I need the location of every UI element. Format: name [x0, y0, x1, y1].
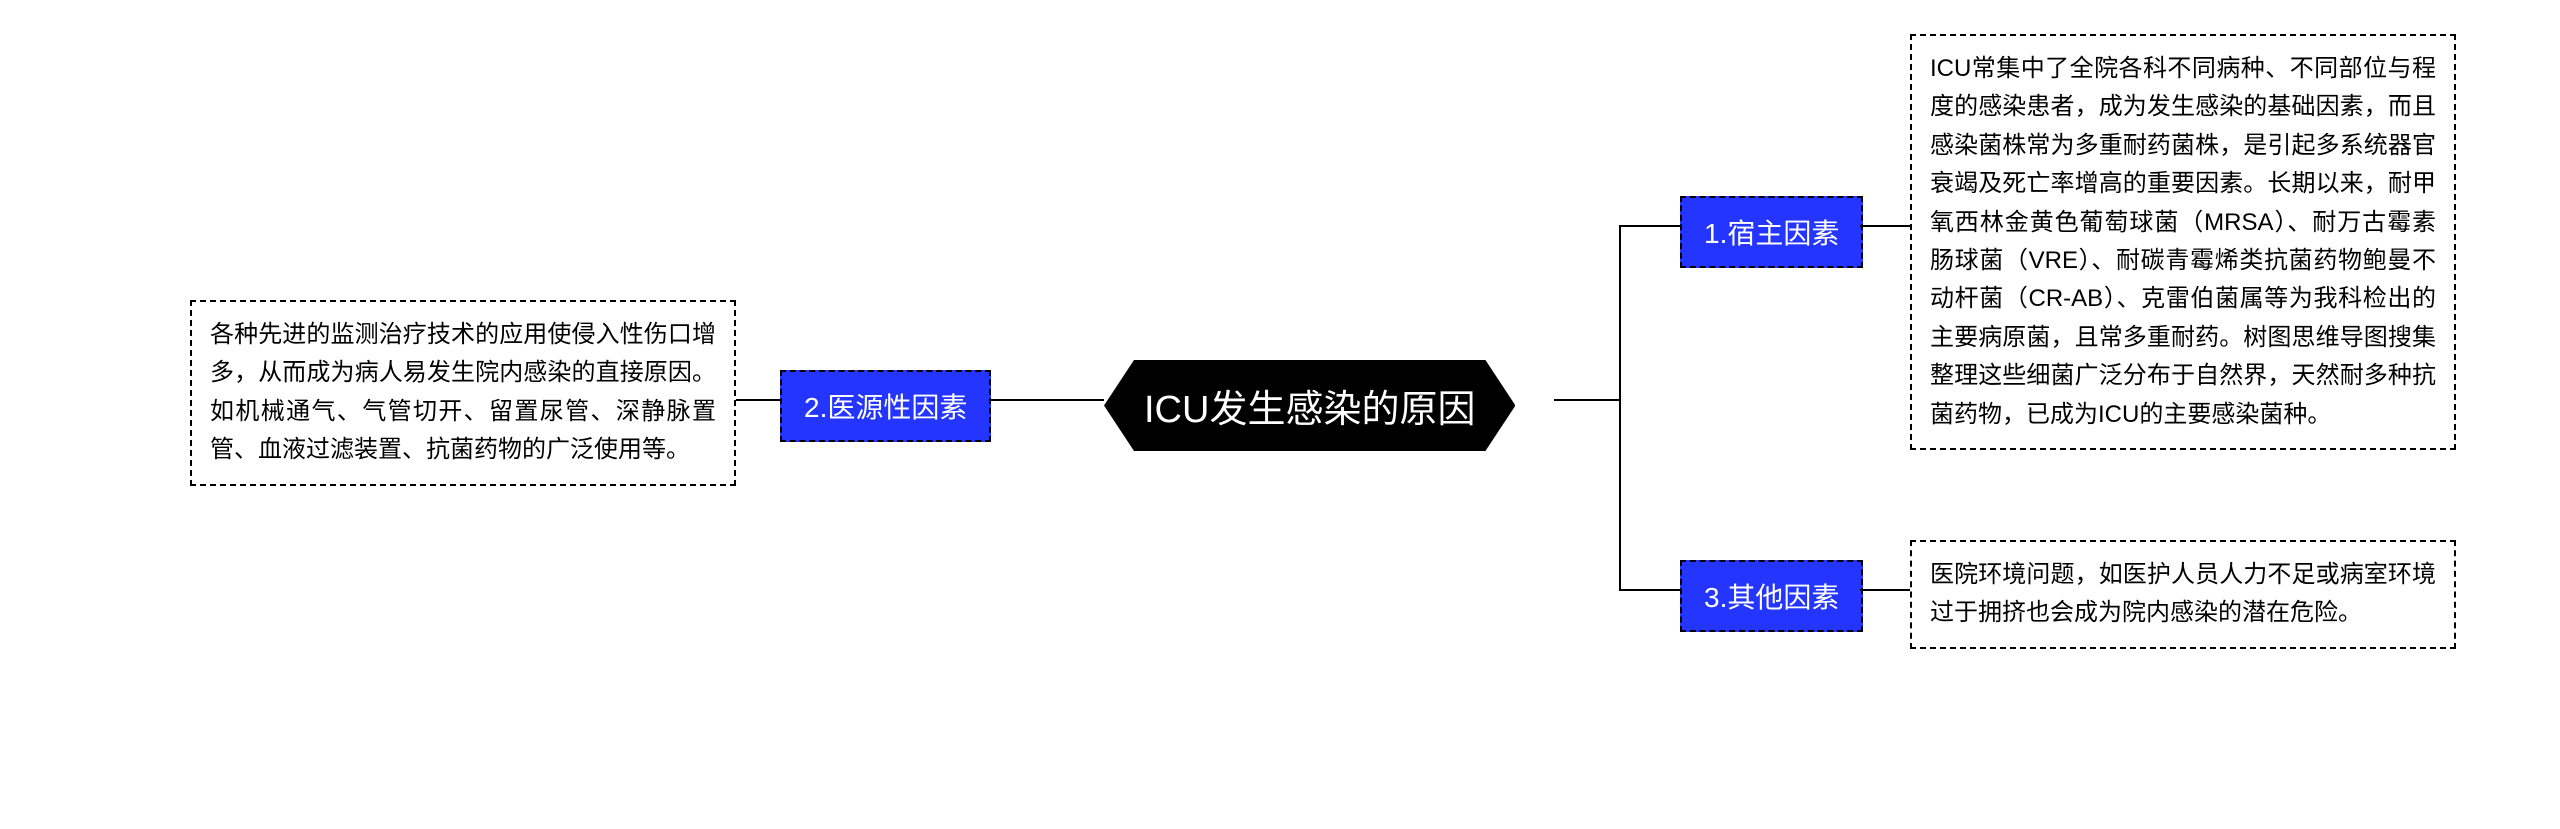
branch-iatrogenic: 2.医源性因素 — [780, 370, 991, 442]
branch-host: 1.宿主因素 — [1680, 196, 1863, 268]
detail-other: 医院环境问题，如医护人员人力不足或病室环境过于拥挤也会成为院内感染的潜在危险。 — [1910, 540, 2456, 649]
center-node: ICU发生感染的原因 — [1104, 360, 1515, 451]
detail-iatrogenic: 各种先进的监测治疗技术的应用使侵入性伤口增多，从而成为病人易发生院内感染的直接原… — [190, 300, 736, 486]
detail-host: ICU常集中了全院各科不同病种、不同部位与程度的感染患者，成为发生感染的基础因素… — [1910, 34, 2456, 450]
branch-other: 3.其他因素 — [1680, 560, 1863, 632]
